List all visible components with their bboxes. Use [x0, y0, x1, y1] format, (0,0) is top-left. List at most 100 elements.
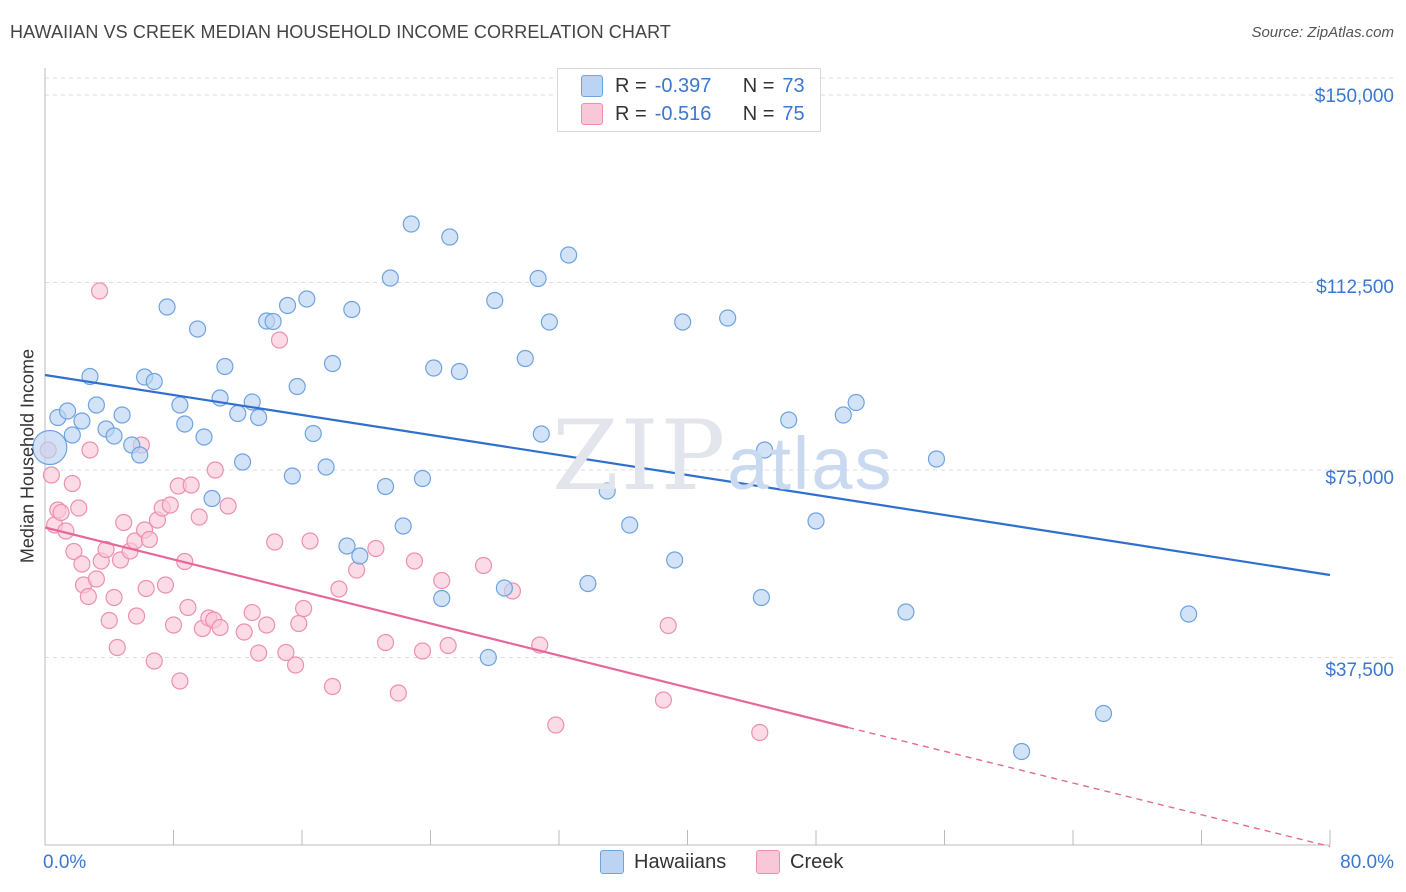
hawaiians-point	[32, 429, 68, 466]
hawaiians-point	[752, 588, 770, 607]
y-tick-label: $150,000	[1314, 86, 1394, 107]
watermark-zip: ZIP	[552, 400, 728, 512]
creek-point	[295, 599, 313, 618]
creek-point	[654, 691, 673, 709]
creek-point	[243, 603, 261, 622]
hawaiians-point	[63, 426, 81, 444]
creek-point	[52, 503, 70, 522]
hawaiians-point	[1094, 704, 1113, 723]
hawaiians-point	[516, 349, 534, 368]
creek-point	[145, 652, 163, 670]
creek-point	[87, 570, 106, 588]
hawaiians-point	[1012, 742, 1031, 761]
creek-point	[330, 580, 348, 598]
hawaiians-point	[338, 537, 356, 555]
hawaiians-point	[495, 579, 513, 597]
hawaiians-point	[674, 313, 692, 331]
n-label: N =	[742, 102, 775, 125]
hawaiians-point	[283, 467, 301, 485]
creek-point	[376, 633, 395, 652]
hawaiians-point	[486, 291, 504, 310]
creek-point	[140, 530, 159, 549]
legend-item-hawaiians[interactable]: Hawaiians	[600, 850, 726, 874]
creek-point	[659, 616, 677, 635]
hawaiians-point	[780, 411, 798, 429]
series-legend: Hawaiians Creek	[0, 850, 1406, 878]
hawaiians-point	[58, 402, 77, 420]
creek-point	[439, 636, 457, 655]
creek-trend-line	[44, 526, 849, 729]
r-label: R =	[615, 74, 647, 97]
watermark: ZIPatlas	[552, 400, 894, 512]
creek-point	[156, 576, 175, 594]
hawaiians-point	[317, 458, 335, 476]
creek-point	[42, 466, 61, 484]
hawaiians-point	[351, 547, 369, 565]
hawaiians-point	[323, 354, 342, 373]
creek-point	[65, 542, 83, 561]
hawaiians-point	[376, 477, 395, 496]
chart-title: HAWAIIAN VS CREEK MEDIAN HOUSEHOLD INCOM…	[10, 22, 671, 42]
creek-point	[301, 532, 319, 550]
creek-point	[137, 579, 155, 598]
hawaiians-point	[433, 589, 451, 608]
creek-point	[389, 684, 407, 702]
trend-lines	[44, 373, 1331, 848]
creek-point	[433, 571, 451, 590]
creek-point	[97, 540, 115, 559]
creek-points	[39, 282, 769, 742]
hawaiians-point	[176, 415, 194, 433]
gridlines	[45, 77, 1396, 658]
creek-point	[171, 672, 189, 690]
hawaiians-point	[216, 357, 234, 376]
creek-point	[179, 598, 197, 617]
legend-row-creek: R = -0.516 N = 75	[558, 100, 805, 128]
creek-point	[127, 607, 146, 625]
creek-point	[63, 474, 81, 493]
creek-point	[258, 616, 276, 634]
hawaiians-point	[413, 469, 432, 488]
hawaiians-point	[298, 290, 316, 308]
creek-point	[206, 461, 224, 479]
creek-point	[73, 555, 91, 573]
hawaiians-point	[145, 372, 163, 391]
hawaiians-point	[288, 377, 306, 396]
hawaiians-point	[394, 517, 412, 535]
creek-point	[367, 539, 385, 558]
hawaiians-point	[113, 406, 131, 424]
hawaiians-point	[229, 404, 247, 423]
legend-item-creek[interactable]: Creek	[756, 850, 843, 874]
hawaiians-point	[529, 269, 547, 288]
y-tick-label: $37,500	[1325, 660, 1394, 681]
hawaiians-point	[203, 489, 221, 508]
hawaiians-point	[834, 406, 852, 424]
creek-point	[211, 618, 229, 637]
hawaiians-point	[1180, 605, 1198, 623]
hawaiians-point	[250, 408, 268, 427]
creek-point	[79, 587, 97, 606]
hawaiians-point	[598, 482, 616, 500]
hawaiians-point	[402, 215, 420, 233]
legend-swatch-hawaiians	[581, 75, 603, 97]
hawaiians-point	[560, 246, 578, 264]
creek-point	[81, 441, 99, 459]
creek-point	[100, 611, 118, 630]
hawaiians-point	[479, 648, 497, 667]
creek-point	[266, 533, 284, 551]
hawaiians-point	[755, 441, 774, 459]
x-tick-label-min: 0.0%	[43, 852, 87, 873]
creek-point	[277, 643, 295, 662]
legend-swatch-hawaiians	[600, 850, 624, 874]
correlation-legend: R = -0.397 N = 73 R = -0.516 N = 75	[557, 68, 821, 132]
creek-point	[413, 642, 432, 660]
creek-point	[105, 588, 123, 607]
creek-point	[405, 552, 424, 570]
watermark-atlas: atlas	[727, 422, 894, 505]
r-value: -0.516	[654, 102, 712, 125]
source-label: Source: ZipAtlas.com	[1251, 24, 1394, 41]
legend-label-hawaiians: Hawaiians	[634, 850, 727, 873]
creek-point	[182, 476, 200, 494]
x-tick-label-max: 80.0%	[1340, 852, 1394, 873]
creek-point	[323, 677, 342, 696]
creek-point	[751, 723, 769, 742]
